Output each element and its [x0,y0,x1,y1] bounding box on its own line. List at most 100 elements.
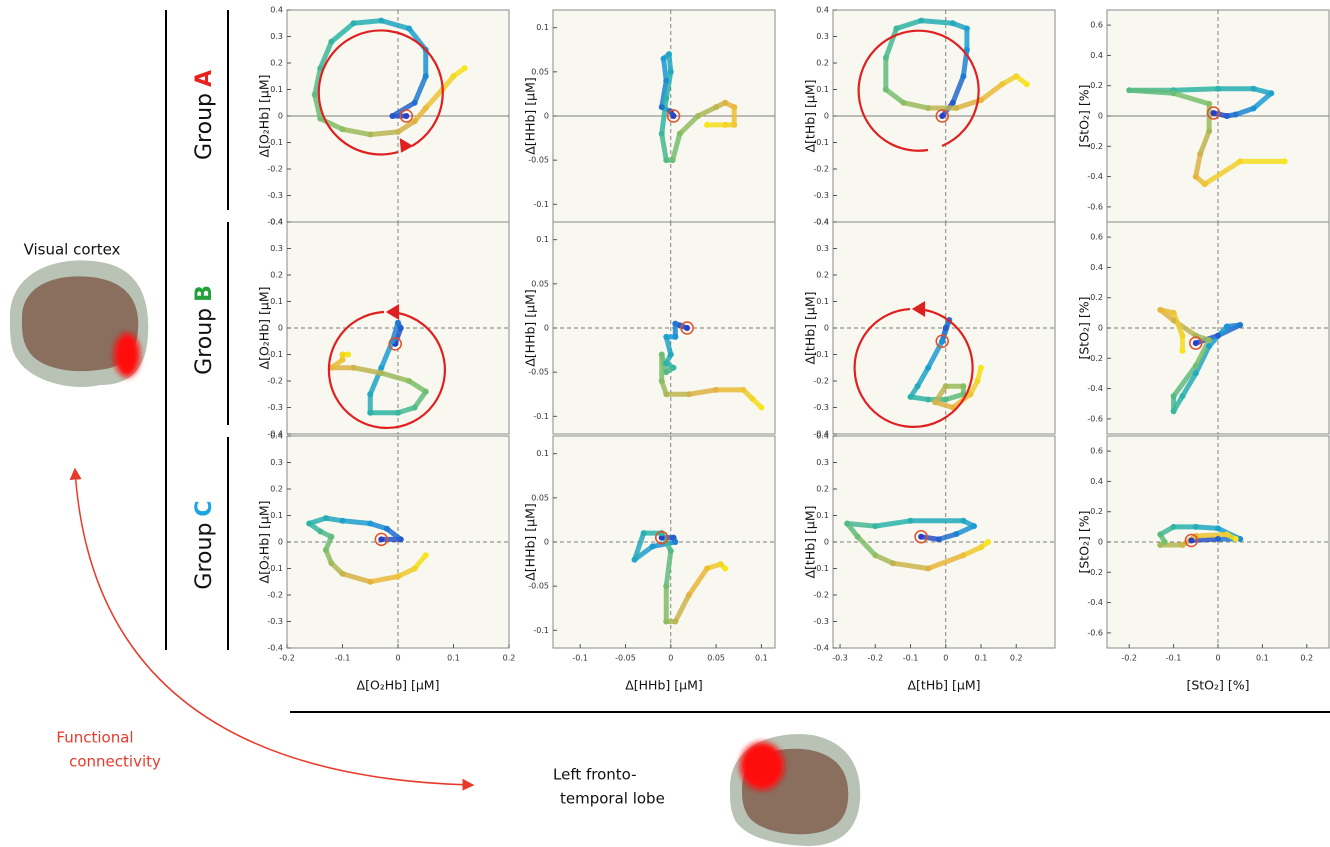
trajectory-point [964,26,970,32]
y-tick-label: 0 [824,538,829,547]
trajectory-point [340,352,346,358]
trajectory-point [395,129,401,135]
x-axis-label: Δ[tHb] [μM] [907,678,980,693]
trajectory-point [686,391,692,397]
trajectory-point [950,100,956,106]
trajectory-point [731,122,737,128]
trajectory-point [932,399,938,405]
trajectory-point [1215,536,1221,542]
trajectory-segment [370,132,398,135]
trajectory-point [713,387,719,393]
trajectory-point [1013,73,1019,79]
y-tick-label: 0.4 [1090,51,1103,60]
group-letter: A [192,70,217,87]
y-tick-label: 0.4 [1090,263,1103,272]
trajectory-point [1237,158,1243,164]
trajectory-point [328,39,334,45]
page: Visual cortex Functional connectivity Le… [0,0,1330,847]
trajectory-point [1171,90,1177,96]
connection-label: connectivity [69,753,161,771]
trajectory-point [883,87,889,93]
trajectory-point [900,100,906,106]
group-label: GroupB [192,285,217,375]
trajectory-point [659,378,665,384]
trajectory-point [1193,363,1199,369]
trajectory-point [722,566,728,572]
y-tick-label: 0.3 [816,32,829,41]
trajectory-point [1193,370,1199,376]
trajectory-point [1224,531,1230,537]
trajectory-point [1282,158,1288,164]
trajectory-point [462,65,468,71]
y-tick-label: 0.4 [816,6,829,15]
y-tick-label: 0.05 [531,67,549,76]
y-tick-label: 0 [1098,538,1103,547]
group-word: Group [192,523,217,590]
trajectory-point [340,357,346,363]
y-tick-label: 0.2 [816,59,829,68]
trajectory-segment [1196,534,1227,536]
trajectory-point [666,51,672,57]
y-axis-label: Δ[tHb] [μM] [803,291,818,364]
y-tick-label: -0.6 [1087,414,1103,423]
trajectory-segment [354,21,382,24]
trajectory-point [398,325,404,331]
trajectory-point [872,523,878,529]
x-tick-label: 0.2 [1010,654,1023,663]
y-tick-label: 0 [1098,112,1103,121]
y-tick-label: 0.6 [1090,21,1103,30]
y-tick-label: -0.3 [267,191,283,200]
trajectory-point [1251,105,1257,111]
y-tick-label: -0.3 [267,617,283,626]
y-tick-label: 0.2 [816,485,829,494]
y-tick-label: -0.2 [267,165,283,174]
x-tick-label: 0 [395,654,400,663]
trajectory-point [412,100,418,106]
y-axis-label: [StO₂] [%] [1077,296,1092,359]
trajectory-point [406,26,412,32]
trajectory-point [1233,536,1239,542]
trajectory-point [1193,524,1199,530]
trajectory-point [328,534,334,540]
y-tick-label: -0.3 [813,191,829,200]
trajectory-point [731,104,737,110]
trajectory-point [704,122,710,128]
trajectory-point [695,113,701,119]
trajectory-point [389,113,395,119]
y-tick-label: 0.4 [270,218,283,227]
trajectory-point [1171,393,1177,399]
trajectory-point [1268,90,1274,96]
panel: -0.4-0.3-0.2-0.100.10.20.30.4Δ[O₂Hb] [μM… [257,6,510,227]
y-tick-label: 0.3 [270,244,283,253]
trajectory-point [943,397,949,403]
trajectory-point [1215,333,1221,339]
y-tick-label: 0.2 [1090,507,1103,516]
trajectory-point [960,73,966,79]
x-tick-label: -0.1 [335,654,351,663]
trajectory-point [650,543,656,549]
y-tick-label: -0.05 [528,582,549,591]
trajectory-point [671,365,677,371]
trajectory-point [317,528,323,534]
trajectory-point [317,116,323,122]
figure: Visual cortex Functional connectivity Le… [0,0,1330,847]
y-tick-label: 0.05 [531,493,549,502]
y-tick-label: 0.4 [1090,477,1103,486]
y-axis-label: Δ[tHb] [μM] [803,505,818,578]
y-tick-label: 0.1 [816,297,829,306]
plot-area [833,436,1055,648]
y-tick-label: 0.1 [270,297,283,306]
y-axis-label: [StO₂] [%] [1077,510,1092,573]
trajectory-point [1024,81,1030,87]
trajectory-point [960,552,966,558]
trajectory-point [1171,408,1177,414]
trajectory-point [659,104,665,110]
trajectory-point [1215,86,1221,92]
x-tick-label: 0 [1215,654,1220,663]
y-tick-label: -0.2 [813,591,829,600]
trajectory-point [1171,310,1177,316]
group-word: Group [192,93,217,160]
trajectory-point [1188,537,1194,543]
